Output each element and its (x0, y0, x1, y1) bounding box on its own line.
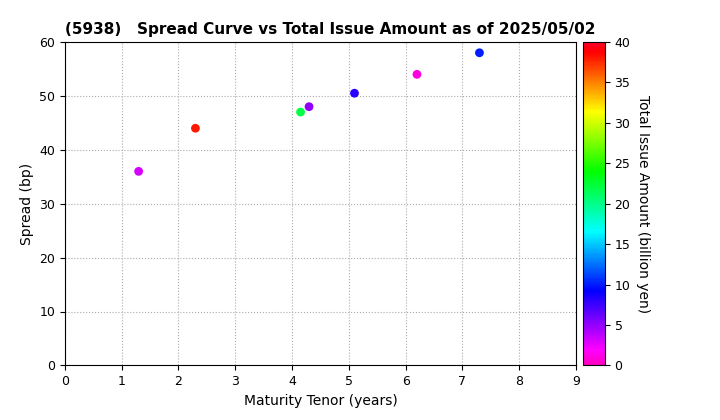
Y-axis label: Spread (bp): Spread (bp) (19, 163, 34, 245)
Y-axis label: Total Issue Amount (billion yen): Total Issue Amount (billion yen) (636, 94, 650, 313)
Point (411, 71, 423, 78)
Point (294, 109, 306, 116)
Point (133, 168, 145, 175)
Text: (5938)   Spread Curve vs Total Issue Amount as of 2025/05/02: (5938) Spread Curve vs Total Issue Amoun… (65, 22, 595, 37)
Point (348, 90, 360, 97)
X-axis label: Maturity Tenor (years): Maturity Tenor (years) (243, 394, 397, 408)
Point (474, 50, 485, 56)
Point (189, 125, 201, 131)
Point (303, 103, 315, 110)
